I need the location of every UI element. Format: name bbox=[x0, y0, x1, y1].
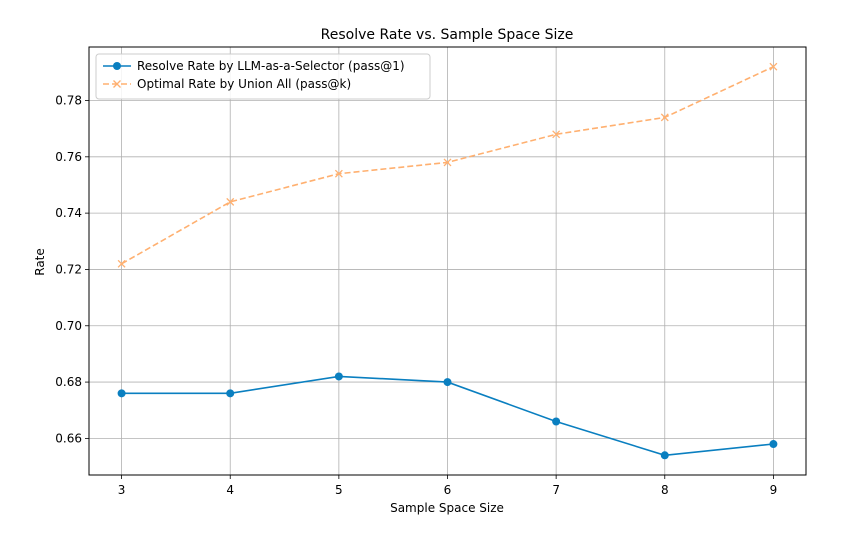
y-tick-label: 0.70 bbox=[55, 319, 82, 333]
x-axis-label: Sample Space Size bbox=[390, 501, 504, 515]
series-1-point bbox=[769, 440, 778, 449]
series-1-point bbox=[334, 372, 343, 381]
legend-marker-2 bbox=[113, 80, 121, 88]
y-tick-label: 0.66 bbox=[55, 431, 82, 445]
y-tick-label: 0.72 bbox=[55, 262, 82, 276]
ticks: 3 4 5 6 7 8 9 0.66 0.68 0.70 0.72 0.74 0.76 0.78 bbox=[55, 94, 777, 498]
x-tick-label: 8 bbox=[661, 483, 669, 497]
series-2-point bbox=[443, 158, 452, 167]
series-1-point bbox=[117, 389, 126, 398]
grid bbox=[89, 47, 806, 475]
y-tick-label: 0.68 bbox=[55, 375, 82, 389]
series-2-point bbox=[334, 169, 343, 178]
legend-marker-1 bbox=[113, 62, 121, 70]
series-2-point bbox=[226, 197, 235, 206]
x-tick-label: 6 bbox=[444, 483, 452, 497]
chart-title: Resolve Rate vs. Sample Space Size bbox=[321, 27, 574, 43]
series-1-point bbox=[552, 417, 561, 426]
x-tick-label: 4 bbox=[226, 483, 234, 497]
y-tick-label: 0.76 bbox=[55, 150, 82, 164]
series-layer bbox=[117, 62, 778, 460]
legend: Resolve Rate by LLM-as-a-Selector (pass@… bbox=[95, 53, 431, 100]
legend-box bbox=[95, 53, 431, 100]
series-1-point bbox=[660, 451, 669, 460]
series-2-point bbox=[552, 130, 561, 139]
series-1-point bbox=[443, 378, 452, 387]
series-2-point bbox=[769, 62, 778, 71]
y-tick-label: 0.74 bbox=[55, 206, 82, 220]
x-tick-label: 3 bbox=[118, 483, 126, 497]
legend-label-2: Optimal Rate by Union All (pass@k) bbox=[137, 77, 351, 91]
legend-label-1: Resolve Rate by LLM-as-a-Selector (pass@… bbox=[137, 59, 405, 73]
y-axis-label: Rate bbox=[33, 248, 47, 276]
series-1-point bbox=[226, 389, 235, 398]
x-tick-label: 7 bbox=[552, 483, 560, 497]
x-tick-label: 5 bbox=[335, 483, 343, 497]
series-2-point bbox=[117, 259, 126, 268]
series-2-point bbox=[660, 113, 669, 122]
x-tick-label: 9 bbox=[770, 483, 778, 497]
y-tick-label: 0.78 bbox=[55, 94, 82, 108]
